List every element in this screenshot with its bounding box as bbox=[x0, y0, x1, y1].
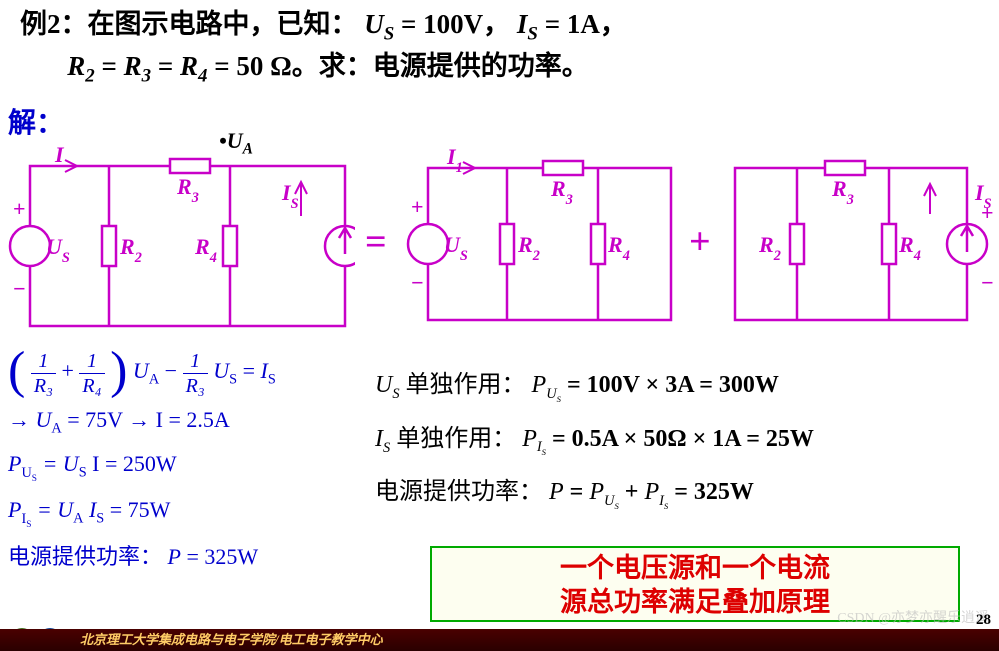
svg-text:IS: IS bbox=[281, 180, 299, 212]
svg-text:R3: R3 bbox=[831, 176, 854, 208]
op: = bbox=[243, 358, 261, 383]
problem-statement: 例2：在图示电路中，已知： US = 100V， IS = 1A， R2 = R… bbox=[20, 6, 989, 90]
svg-text:R2: R2 bbox=[758, 232, 781, 264]
svg-text:R4: R4 bbox=[607, 232, 630, 264]
svg-text:R3: R3 bbox=[176, 174, 199, 206]
val: = 1A， bbox=[538, 9, 627, 39]
eq-node: ( 1R₃ + 1R₄ ) UA − 1R₃ US = IS bbox=[8, 350, 368, 396]
plus-sign: + bbox=[689, 220, 711, 264]
svg-text:+: + bbox=[981, 200, 994, 225]
circuits-row: •UA I + US − R2 R3 R4 IS = bbox=[5, 130, 995, 335]
box-line1: 一个电压源和一个电流 bbox=[432, 552, 958, 586]
text: 例2：在图示电路中，已知： bbox=[20, 9, 358, 39]
eq-pus: PUS = US I = 250W bbox=[8, 446, 368, 486]
var: US bbox=[213, 358, 237, 383]
svg-text:R4: R4 bbox=[898, 232, 921, 264]
var: UA bbox=[133, 358, 159, 383]
svg-text:I: I bbox=[54, 142, 65, 167]
eq-total: 电源提供功率： P = 325W bbox=[8, 539, 368, 574]
var: R2 bbox=[67, 51, 94, 81]
eq-ua: → UA = 75V → I = 2.5A bbox=[8, 402, 368, 440]
eq-us-alone: US 单独作用： PUS = 100V × 3A = 300W bbox=[375, 364, 990, 404]
left-equations: ( 1R₃ + 1R₄ ) UA − 1R₃ US = IS → UA = 75… bbox=[8, 344, 368, 580]
svg-text:R2: R2 bbox=[517, 232, 540, 264]
frac: 1R₃ bbox=[183, 351, 208, 396]
eq-is-alone: IS 单独作用： PIS = 0.5A × 50Ω × 1A = 25W bbox=[375, 418, 990, 458]
frac: 1R₃ bbox=[31, 351, 56, 396]
page-number: 28 bbox=[976, 612, 991, 629]
equals-sign: = bbox=[365, 220, 387, 264]
svg-text:US: US bbox=[444, 232, 468, 264]
var: IS bbox=[261, 358, 276, 383]
paren: ( bbox=[8, 348, 25, 394]
circuit-original: I + US − R2 R3 R4 IS bbox=[5, 136, 355, 336]
svg-text:I1: I1 bbox=[446, 144, 463, 176]
frac: 1R₄ bbox=[79, 351, 104, 396]
svg-text:+: + bbox=[13, 196, 26, 221]
eq-total-right: 电源提供功率： P = PUS + PIS = 325W bbox=[375, 471, 990, 511]
watermark: CSDN @亦梦亦醒乐逍遥 bbox=[837, 607, 989, 627]
var: R3 bbox=[124, 51, 151, 81]
circuit-us: I1 + US − R2 R3 R4 bbox=[403, 140, 683, 330]
op: − bbox=[165, 358, 183, 383]
svg-text:−: − bbox=[981, 270, 994, 295]
svg-text:R2: R2 bbox=[119, 234, 142, 266]
paren: ) bbox=[110, 348, 127, 394]
val: = 100V， bbox=[394, 9, 510, 39]
svg-text:US: US bbox=[46, 234, 70, 266]
svg-text:+: + bbox=[411, 194, 424, 219]
var: IS bbox=[517, 9, 538, 39]
svg-text:−: − bbox=[411, 270, 424, 295]
val: = 50 Ω。求：电源提供的功率。 bbox=[207, 51, 588, 81]
svg-text:R3: R3 bbox=[550, 176, 573, 208]
svg-text:R4: R4 bbox=[194, 234, 217, 266]
circuit-is: IS + − R2 R3 R4 bbox=[717, 140, 997, 330]
var: R4 bbox=[180, 51, 207, 81]
var: US bbox=[364, 9, 394, 39]
op: + bbox=[62, 358, 74, 383]
eq-pis: PIS = UA IS = 75W bbox=[8, 492, 368, 532]
svg-text:−: − bbox=[13, 276, 26, 301]
right-equations: US 单独作用： PUS = 100V × 3A = 300W IS 单独作用：… bbox=[375, 350, 990, 525]
footer-bar: 北京理工大学集成电路与电子学院/电工电子教学中心 bbox=[0, 629, 999, 651]
